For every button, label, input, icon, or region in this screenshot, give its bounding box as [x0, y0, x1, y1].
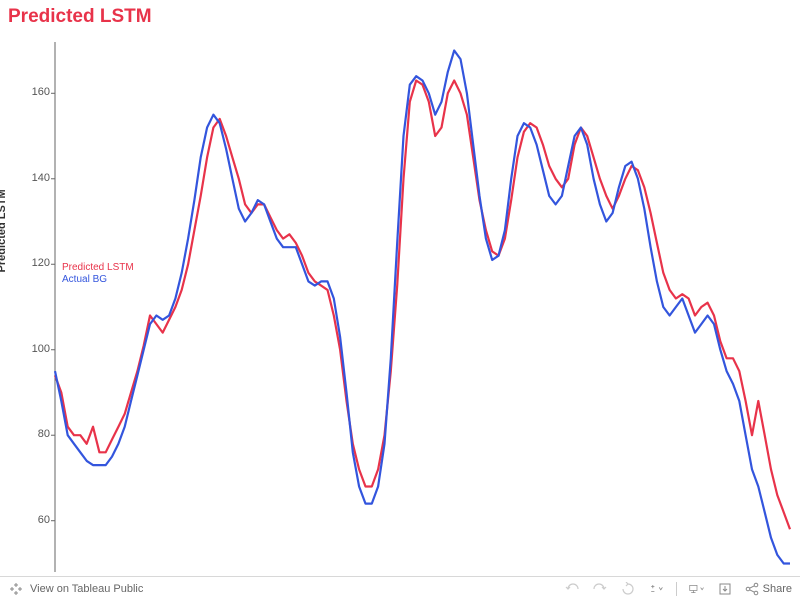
share-button[interactable]: Share	[745, 582, 792, 596]
replay-icon[interactable]	[620, 581, 636, 597]
undo-icon[interactable]	[564, 581, 580, 597]
share-label: Share	[763, 583, 792, 595]
legend: Predicted LSTMActual BG	[62, 262, 134, 286]
refresh-dropdown-icon[interactable]	[648, 581, 664, 597]
toolbar-separator	[676, 582, 677, 596]
download-icon[interactable]	[717, 581, 733, 597]
line-chart	[0, 32, 800, 584]
legend-item: Actual BG	[62, 274, 134, 286]
y-tick-label: 120	[20, 257, 50, 269]
tableau-logo-icon[interactable]	[8, 581, 24, 597]
toolbar-left: View on Tableau Public	[8, 581, 143, 597]
y-tick-label: 100	[20, 343, 50, 355]
y-tick-label: 80	[20, 428, 50, 440]
y-tick-label: 160	[20, 86, 50, 98]
chart-title: Predicted LSTM	[0, 0, 800, 32]
tableau-toolbar: View on Tableau Public Share	[0, 576, 800, 600]
legend-item: Predicted LSTM	[62, 262, 134, 274]
share-icon	[745, 582, 759, 596]
series-line	[55, 51, 790, 564]
toolbar-right: Share	[564, 581, 792, 597]
y-tick-label: 140	[20, 172, 50, 184]
presentation-dropdown-icon[interactable]	[689, 581, 705, 597]
redo-icon[interactable]	[592, 581, 608, 597]
chart-area: Predicted LSTM 60 80 100 120 140 160 Predicte…	[0, 32, 800, 584]
series-line	[55, 81, 790, 530]
y-axis-label: Predicted LSTM	[0, 189, 8, 272]
y-tick-label: 60	[20, 514, 50, 526]
view-on-tableau-link[interactable]: View on Tableau Public	[30, 583, 143, 595]
